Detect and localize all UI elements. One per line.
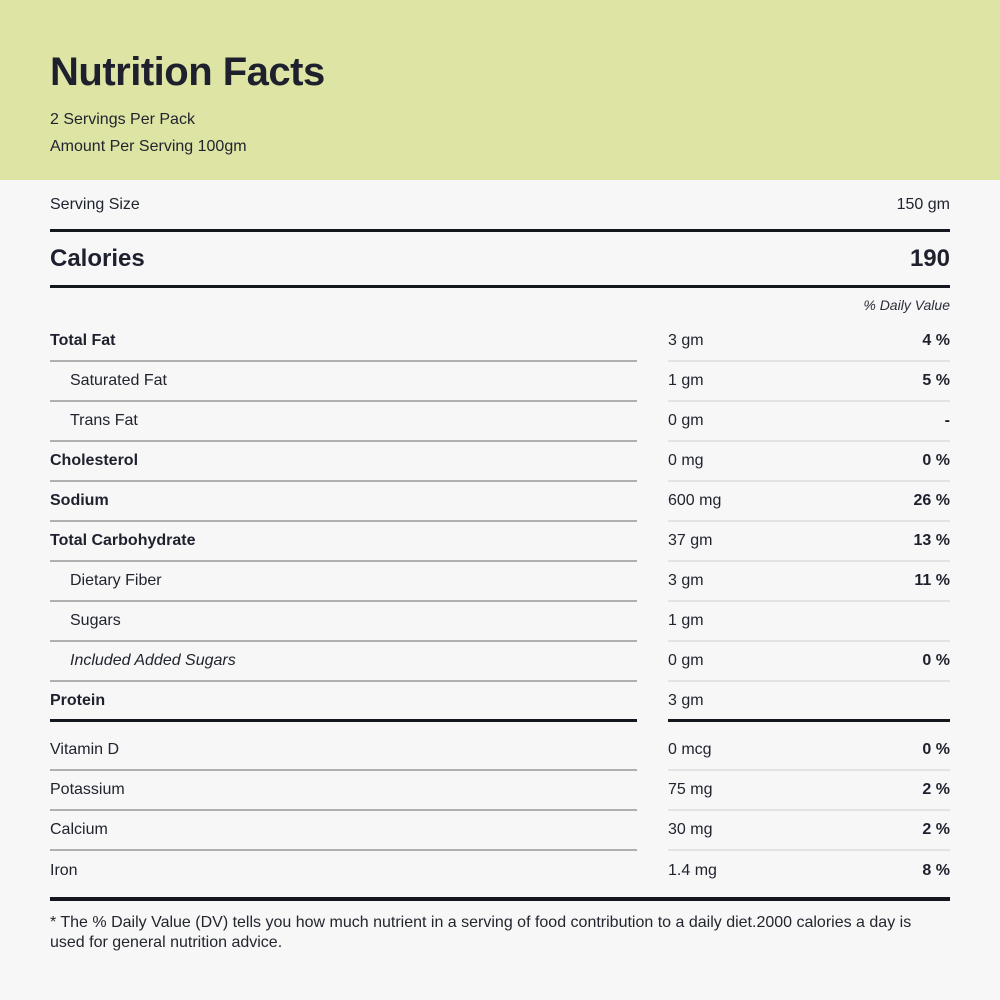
- calories-label: Calories: [50, 244, 145, 272]
- footnote: * The % Daily Value (DV) tells you how m…: [50, 914, 912, 951]
- nutrient-table: Total Fat 3 gm 4 % Saturated Fat 1 gm 5 % Tran…: [50, 322, 950, 891]
- nutrient-value-cell: 600 mg 26 %: [668, 482, 950, 522]
- calories-row: Calories 190: [50, 232, 950, 288]
- nutrient-value-cell: 0 gm -: [668, 402, 950, 442]
- nutrient-daily-value: 26 %: [913, 492, 950, 509]
- nutrient-daily-value: 11 %: [914, 572, 950, 589]
- nutrient-value-cell: 3 gm 11 %: [668, 562, 950, 602]
- nutrient-daily-value: 0 %: [922, 741, 950, 758]
- nutrient-name-cell: Potassium: [50, 771, 637, 811]
- nutrient-value-cell: 75 mg 2 %: [668, 771, 950, 811]
- table-row: Vitamin D 0 mcg 0 %: [50, 731, 950, 771]
- nutrient-daily-value: -: [944, 412, 950, 429]
- nutrient-value-cell: 3 gm 4 %: [668, 322, 950, 362]
- nutrient-name: Protein: [50, 691, 106, 709]
- table-row: Calcium 30 mg 2 %: [50, 811, 950, 851]
- header: Nutrition Facts 2 Servings Per Pack Amou…: [0, 0, 1000, 180]
- nutrient-name-cell: Trans Fat: [50, 402, 637, 442]
- nutrient-daily-value: 13 %: [913, 532, 950, 549]
- table-row: Total Fat 3 gm 4 %: [50, 322, 950, 362]
- nutrient-amount: 1 gm: [668, 612, 704, 629]
- table-row: Sodium 600 mg 26 %: [50, 482, 950, 522]
- nutrient-daily-value: 0 %: [922, 452, 950, 469]
- nutrient-name-cell: Included Added Sugars: [50, 642, 637, 682]
- label-body: Serving Size 150 gm Calories 190 % Daily…: [0, 180, 1000, 953]
- nutrient-daily-value: 8 %: [922, 862, 950, 879]
- table-row: Trans Fat 0 gm -: [50, 402, 950, 442]
- nutrient-name: Calcium: [50, 821, 108, 838]
- nutrient-daily-value: 2 %: [922, 781, 950, 798]
- nutrient-amount: 1 gm: [668, 372, 704, 389]
- nutrient-value-cell: 0 mg 0 %: [668, 442, 950, 482]
- nutrient-value-cell: 1.4 mg 8 %: [668, 851, 950, 891]
- serving-size-label: Serving Size: [50, 195, 140, 213]
- nutrient-amount: 3 gm: [668, 691, 704, 709]
- nutrient-name-cell: Protein: [50, 682, 637, 722]
- calories-value: 190: [909, 244, 950, 272]
- table-row: Dietary Fiber 3 gm 11 %: [50, 562, 950, 602]
- nutrient-amount: 0 gm: [668, 412, 704, 429]
- nutrient-amount: 0 mg: [668, 452, 704, 469]
- nutrient-name: Total Fat: [50, 332, 116, 349]
- nutrient-name-cell: Iron: [50, 851, 637, 891]
- nutrient-name-cell: Vitamin D: [50, 731, 637, 771]
- table-row: Potassium 75 mg 2 %: [50, 771, 950, 811]
- table-row: Included Added Sugars 0 gm 0 %: [50, 642, 950, 682]
- nutrient-name: Sodium: [50, 492, 109, 509]
- nutrient-name-cell: Dietary Fiber: [50, 562, 637, 602]
- nutrient-name: Total Carbohydrate: [50, 532, 196, 549]
- table-row: Iron 1.4 mg 8 %: [50, 851, 950, 891]
- nutrient-value-cell: 0 gm 0 %: [668, 642, 950, 682]
- nutrient-daily-value: 0 %: [922, 652, 950, 669]
- nutrient-name-cell: Total Fat: [50, 322, 637, 362]
- nutrient-amount: 3 gm: [668, 572, 704, 589]
- nutrient-name-cell: Sugars: [50, 602, 637, 642]
- nutrient-name: Vitamin D: [50, 741, 120, 758]
- nutrient-name: Included Added Sugars: [70, 652, 236, 669]
- nutrient-amount: 600 mg: [668, 492, 722, 509]
- page-title: Nutrition Facts: [50, 50, 325, 94]
- nutrient-amount: 3 gm: [668, 332, 704, 349]
- nutrient-amount: 0 gm: [668, 652, 704, 669]
- nutrient-value-cell: 3 gm: [668, 682, 950, 722]
- bottom-rule: [50, 897, 950, 901]
- nutrient-name: Sugars: [70, 612, 121, 629]
- nutrient-name-cell: Sodium: [50, 482, 637, 522]
- nutrient-daily-value: 4 %: [922, 332, 950, 349]
- table-row: Saturated Fat 1 gm 5 %: [50, 362, 950, 402]
- nutrient-daily-value: 5 %: [922, 372, 950, 389]
- nutrient-value-cell: 1 gm 5 %: [668, 362, 950, 402]
- serving-size-row: Serving Size 150 gm: [50, 180, 950, 232]
- nutrient-name-cell: Calcium: [50, 811, 637, 851]
- table-row: Cholesterol 0 mg 0 %: [50, 442, 950, 482]
- nutrient-value-cell: 37 gm 13 %: [668, 522, 950, 562]
- nutrient-name-cell: Cholesterol: [50, 442, 637, 482]
- nutrient-amount: 30 mg: [668, 821, 713, 838]
- nutrient-name: Trans Fat: [70, 412, 138, 429]
- nutrient-value-cell: 1 gm: [668, 602, 950, 642]
- nutrient-name: Cholesterol: [50, 452, 139, 469]
- nutrient-value-cell: 30 mg 2 %: [668, 811, 950, 851]
- nutrient-amount: 37 gm: [668, 532, 713, 549]
- daily-value-header-label: % Daily Value: [863, 297, 950, 313]
- nutrient-name: Iron: [50, 862, 78, 879]
- nutrient-name: Potassium: [50, 781, 125, 798]
- table-row: Protein 3 gm: [50, 682, 950, 722]
- nutrient-amount: 75 mg: [668, 781, 713, 798]
- serving-size-value: 150 gm: [896, 195, 950, 213]
- table-row: Sugars 1 gm: [50, 602, 950, 642]
- servings-per-pack: 2 Servings Per Pack: [50, 111, 195, 128]
- table-row: Total Carbohydrate 37 gm 13 %: [50, 522, 950, 562]
- nutrient-name: Dietary Fiber: [70, 572, 162, 589]
- nutrient-value-cell: 0 mcg 0 %: [668, 731, 950, 771]
- nutrient-name-cell: Total Carbohydrate: [50, 522, 637, 562]
- daily-value-header: % Daily Value: [50, 288, 950, 322]
- nutrient-amount: 1.4 mg: [668, 862, 717, 879]
- nutrient-name-cell: Saturated Fat: [50, 362, 637, 402]
- nutrient-amount: 0 mcg: [668, 741, 712, 758]
- nutrient-name: Saturated Fat: [70, 372, 167, 389]
- amount-per-serving: Amount Per Serving 100gm: [50, 138, 247, 155]
- nutrient-daily-value: 2 %: [922, 821, 950, 838]
